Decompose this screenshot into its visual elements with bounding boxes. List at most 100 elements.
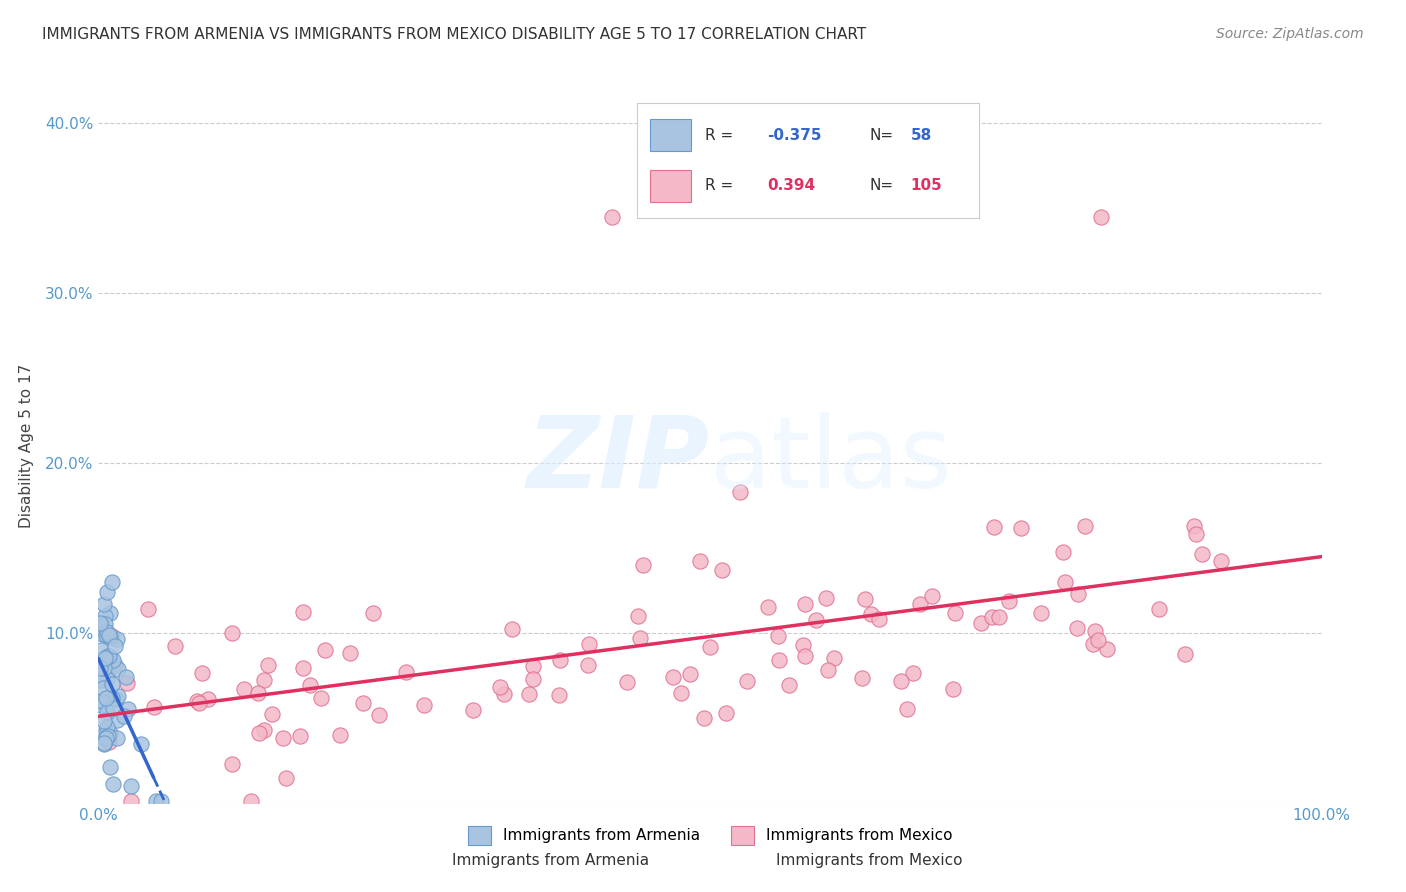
- Point: [145, 794, 167, 808]
- Point: [983, 520, 1005, 534]
- Point: [997, 594, 1019, 608]
- Point: [1147, 602, 1170, 616]
- Point: [1174, 647, 1197, 661]
- Point: [271, 731, 294, 745]
- Point: [522, 659, 544, 673]
- Point: [768, 653, 790, 667]
- Point: [93, 661, 115, 675]
- Point: [1209, 554, 1232, 568]
- Point: [921, 589, 943, 603]
- Point: [96, 624, 118, 639]
- Point: [94, 728, 117, 742]
- Point: [101, 575, 124, 590]
- Point: [97, 729, 120, 743]
- Point: [661, 670, 683, 684]
- Point: [987, 610, 1010, 624]
- Point: [1182, 518, 1205, 533]
- Point: [93, 609, 115, 624]
- Point: [98, 648, 121, 663]
- Point: [368, 707, 391, 722]
- Point: [792, 639, 814, 653]
- Point: [89, 661, 111, 675]
- Point: [104, 639, 127, 653]
- Point: [107, 662, 129, 676]
- Point: [101, 690, 124, 705]
- Point: [105, 713, 128, 727]
- Point: [96, 672, 118, 686]
- Point: [522, 672, 544, 686]
- Point: [103, 777, 125, 791]
- Point: [104, 691, 127, 706]
- Point: [90, 642, 112, 657]
- Point: [94, 616, 117, 631]
- Point: [97, 649, 120, 664]
- Point: [981, 609, 1004, 624]
- Point: [395, 665, 418, 679]
- Point: [628, 632, 651, 646]
- Point: [711, 563, 734, 577]
- Point: [1185, 527, 1208, 541]
- Point: [120, 779, 142, 793]
- Point: [104, 658, 127, 673]
- Point: [309, 691, 332, 706]
- Point: [339, 646, 361, 660]
- Point: [793, 597, 815, 611]
- Point: [1191, 547, 1213, 561]
- Point: [98, 726, 121, 740]
- Point: [292, 605, 315, 619]
- Point: [91, 693, 114, 707]
- Point: [517, 687, 540, 701]
- Point: [93, 736, 115, 750]
- Point: [494, 687, 516, 701]
- Point: [288, 729, 311, 743]
- Point: [1053, 574, 1076, 589]
- Point: [96, 628, 118, 642]
- Point: [93, 597, 115, 611]
- Point: [1067, 587, 1090, 601]
- Point: [93, 621, 115, 635]
- Point: [352, 696, 374, 710]
- Point: [1074, 519, 1097, 533]
- Point: [165, 639, 187, 653]
- Point: [578, 636, 600, 650]
- Point: [814, 591, 837, 606]
- Point: [107, 689, 129, 703]
- Point: [262, 707, 284, 722]
- Point: [101, 677, 124, 691]
- Text: IMMIGRANTS FROM ARMENIA VS IMMIGRANTS FROM MEXICO DISABILITY AGE 5 TO 17 CORRELA: IMMIGRANTS FROM ARMENIA VS IMMIGRANTS FR…: [42, 27, 866, 42]
- Point: [98, 607, 121, 621]
- Point: [633, 558, 655, 572]
- Point: [96, 691, 118, 706]
- Point: [120, 794, 142, 808]
- Point: [253, 723, 276, 738]
- Point: [96, 731, 118, 745]
- Point: [188, 696, 211, 710]
- Point: [794, 649, 817, 664]
- Point: [817, 663, 839, 677]
- Point: [361, 607, 384, 621]
- Point: [232, 682, 254, 697]
- Point: [101, 700, 124, 714]
- Point: [101, 629, 124, 643]
- Legend: Immigrants from Armenia, Immigrants from Mexico: Immigrants from Armenia, Immigrants from…: [460, 818, 960, 852]
- Point: [91, 681, 114, 696]
- Point: [97, 735, 120, 749]
- Point: [115, 675, 138, 690]
- Point: [292, 661, 315, 675]
- Point: [412, 698, 434, 712]
- Point: [186, 694, 208, 708]
- Point: [851, 671, 873, 685]
- Point: [97, 663, 120, 677]
- Point: [730, 484, 752, 499]
- Point: [257, 657, 280, 672]
- Point: [699, 640, 721, 654]
- Point: [143, 699, 166, 714]
- Point: [669, 686, 692, 700]
- Point: [89, 616, 111, 631]
- Text: Source: ZipAtlas.com: Source: ZipAtlas.com: [1216, 27, 1364, 41]
- Point: [548, 653, 571, 667]
- Text: atlas: atlas: [710, 412, 952, 508]
- Point: [735, 674, 758, 689]
- Point: [689, 554, 711, 568]
- Point: [860, 607, 883, 621]
